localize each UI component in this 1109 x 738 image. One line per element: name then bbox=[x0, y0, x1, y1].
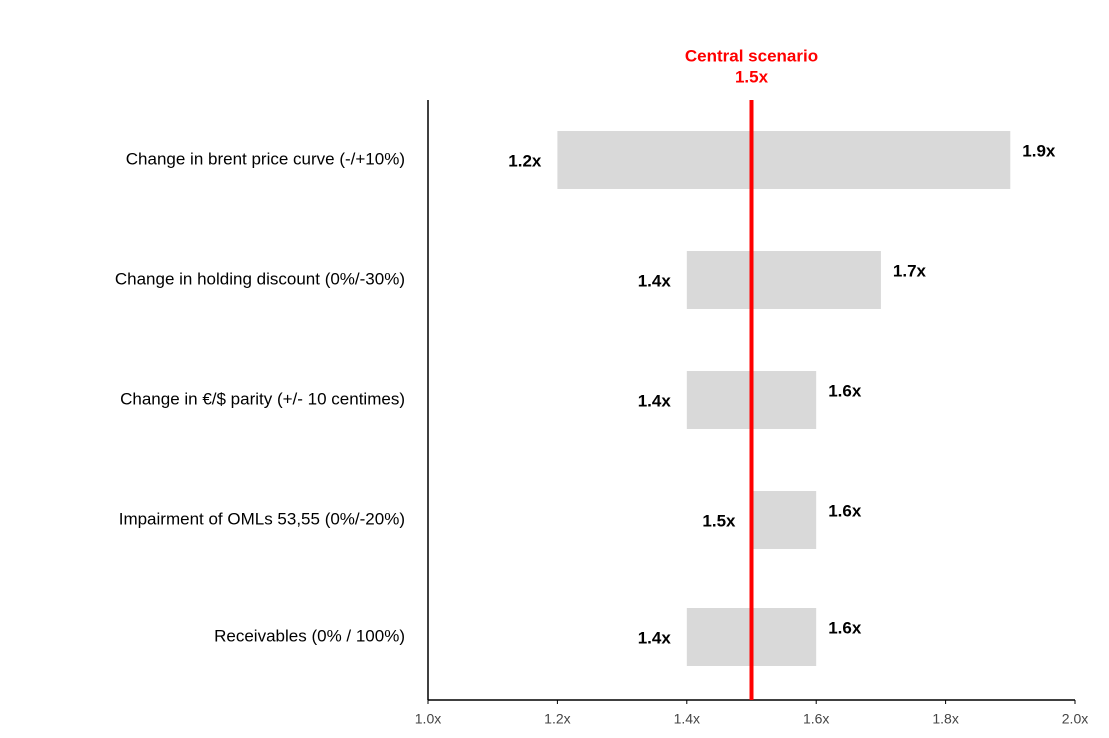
low-label: 1.4x bbox=[638, 391, 672, 410]
high-label: 1.6x bbox=[828, 618, 862, 637]
bar bbox=[686, 251, 881, 309]
category-label: Change in €/$ parity (+/- 10 centimes) bbox=[120, 389, 405, 408]
x-tick-label: 1.0x bbox=[415, 711, 441, 727]
bar bbox=[557, 131, 1011, 189]
low-label: 1.4x bbox=[638, 628, 672, 647]
low-label: 1.4x bbox=[638, 271, 672, 290]
x-tick-label: 2.0x bbox=[1062, 711, 1088, 727]
category-label: Change in brent price curve (-/+10%) bbox=[126, 149, 405, 168]
x-tick-label: 1.2x bbox=[544, 711, 570, 727]
category-label: Change in holding discount (0%/-30%) bbox=[115, 269, 405, 288]
reference-label: Central scenario bbox=[685, 46, 818, 65]
x-tick-label: 1.6x bbox=[803, 711, 829, 727]
x-tick-label: 1.8x bbox=[932, 711, 958, 727]
high-label: 1.7x bbox=[893, 261, 927, 280]
low-label: 1.2x bbox=[508, 151, 542, 170]
category-label: Impairment of OMLs 53,55 (0%/-20%) bbox=[119, 509, 405, 528]
x-tick-label: 1.4x bbox=[674, 711, 700, 727]
bar bbox=[751, 491, 817, 549]
high-label: 1.6x bbox=[828, 501, 862, 520]
high-label: 1.9x bbox=[1022, 141, 1056, 160]
reference-value-label: 1.5x bbox=[735, 67, 769, 86]
category-label: Receivables (0% / 100%) bbox=[214, 626, 405, 645]
high-label: 1.6x bbox=[828, 381, 862, 400]
low-label: 1.5x bbox=[702, 511, 736, 530]
